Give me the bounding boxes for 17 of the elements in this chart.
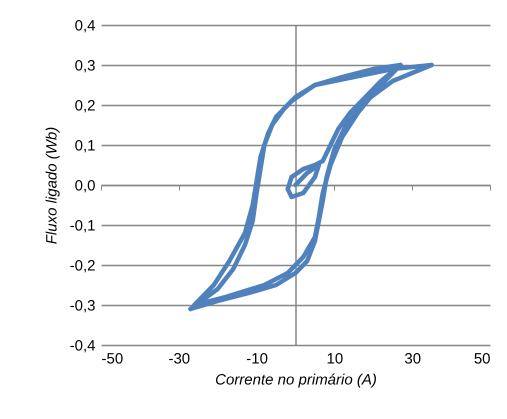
y-tick-label: 0,2: [74, 98, 96, 114]
y-tick-label: 0,1: [74, 138, 96, 154]
y-tick-label: 0,0: [74, 178, 96, 194]
y-tick-label: 0,4: [74, 18, 96, 34]
y-tick-label: -0,2: [70, 258, 96, 274]
y-tick-label: 0,3: [74, 58, 96, 74]
x-tick-label: -50: [102, 350, 124, 368]
x-tick-label: -30: [168, 350, 190, 368]
x-axis-title: Corrente no primário (A): [215, 372, 377, 388]
x-tick-label: 30: [404, 350, 422, 368]
x-tick-label: 50: [474, 350, 490, 368]
y-tick-label: -0,1: [70, 218, 96, 234]
x-tick-label: -10: [246, 350, 268, 368]
y-axis-title: Fluxo ligado (Wb): [44, 126, 61, 244]
y-tick-label: -0,3: [70, 298, 96, 314]
x-tick-label: 10: [326, 350, 344, 368]
y-tick-label: -0,4: [70, 338, 96, 354]
